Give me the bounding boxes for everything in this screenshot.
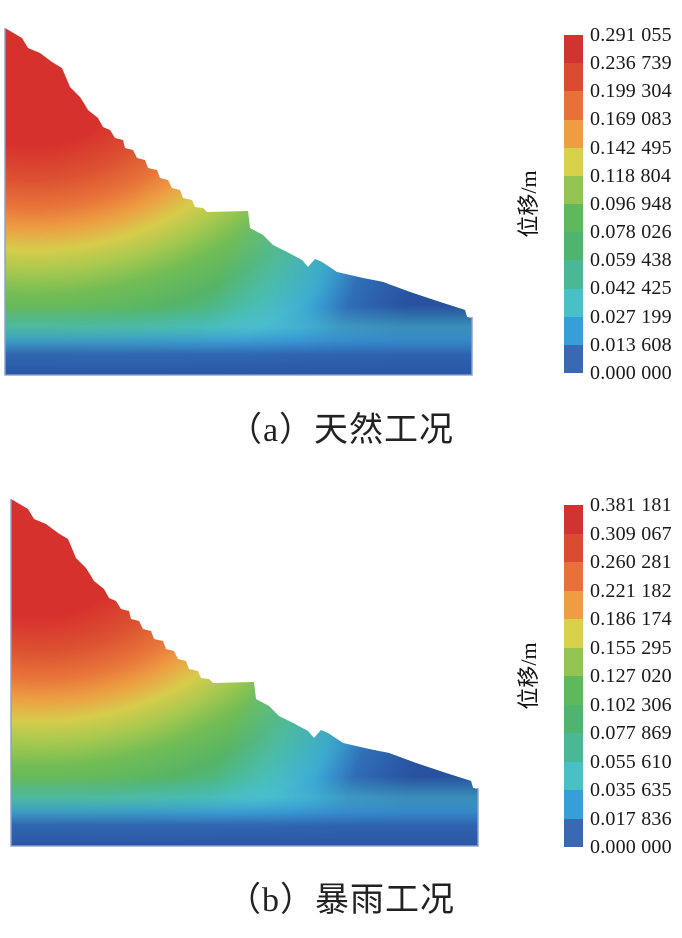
legend-tick-label: 0.077 869 (590, 722, 672, 744)
legend-color-band (564, 316, 583, 345)
legend-color-band (564, 590, 583, 619)
contour-plot-b (10, 498, 479, 847)
legend-tick-label: 0.381 181 (590, 494, 672, 516)
caption-b: （b）暴雨工况 (227, 882, 455, 919)
legend-color-band (564, 761, 583, 790)
legend-tick-label: 0.013 608 (590, 333, 672, 356)
legend-tick-label: 0.236 739 (590, 52, 672, 75)
legend-tick-label: 0.309 067 (590, 522, 672, 545)
legend-color-band (564, 119, 583, 148)
legend-color-band (564, 344, 583, 374)
legend-color-band (564, 647, 583, 676)
legend-tick-label: 0.059 438 (590, 249, 672, 272)
caption-a: （a）天然工况 (227, 412, 455, 449)
legend-tick-label: 0.000 000 (590, 836, 672, 858)
legend-tick-label: 0.118 804 (590, 164, 672, 187)
legend-color-band (564, 63, 583, 92)
legend-tick-labels-b: 0.381 181 0.309 067 0.260 281 0.221 182 0.18… (590, 495, 672, 857)
legend-color-band (564, 533, 583, 562)
legend-axis-label-b: 位移/m (516, 642, 541, 710)
legend-colorbar-a (564, 35, 583, 374)
legend-color-band (564, 260, 583, 289)
contour-plot-a (4, 27, 473, 376)
legend-tick-label: 0.169 083 (590, 108, 672, 131)
legend-tick-label: 0.055 610 (590, 750, 672, 773)
legend-tick-label: 0.186 174 (590, 608, 672, 630)
legend-color-band (564, 35, 583, 64)
legend-color-band (564, 619, 583, 648)
legend-colorbar-b (564, 505, 583, 847)
legend-tick-label: 0.142 495 (590, 136, 672, 159)
legend-tick-label: 0.027 199 (590, 305, 672, 328)
legend-color-band (564, 91, 583, 120)
legend-tick-label: 0.221 182 (590, 579, 672, 602)
legend-color-band (564, 175, 583, 205)
legend-tick-label: 0.035 635 (590, 779, 672, 801)
legend-tick-label: 0.260 281 (590, 551, 672, 573)
legend-color-band (564, 818, 583, 847)
legend-color-band (564, 204, 583, 233)
legend-tick-label: 0.102 306 (590, 693, 672, 716)
legend-color-band (564, 562, 583, 591)
legend-tick-label: 0.096 948 (590, 192, 672, 215)
legend-tick-label: 0.078 026 (590, 221, 672, 244)
legend-color-band (564, 704, 583, 733)
legend-axis-label-a: 位移/m (516, 170, 541, 238)
legend-color-band (564, 232, 583, 261)
legend-tick-label: 0.199 304 (590, 80, 672, 103)
legend-tick-label: 0.155 295 (590, 636, 672, 659)
legend-color-band (564, 505, 583, 534)
legend-color-band (564, 288, 583, 317)
legend-color-band (564, 147, 583, 176)
legend-tick-label: 0.291 055 (590, 24, 672, 46)
legend-tick-label: 0.127 020 (590, 665, 672, 687)
legend-color-band (564, 733, 583, 762)
legend-color-band (564, 676, 583, 705)
legend-tick-label: 0.000 000 (590, 361, 672, 384)
legend-tick-label: 0.017 836 (590, 807, 672, 830)
legend-tick-labels-a: 0.291 055 0.236 739 0.199 304 0.169 083 0.14… (590, 25, 672, 383)
legend-tick-label: 0.042 425 (590, 277, 672, 300)
legend-color-band (564, 790, 583, 819)
